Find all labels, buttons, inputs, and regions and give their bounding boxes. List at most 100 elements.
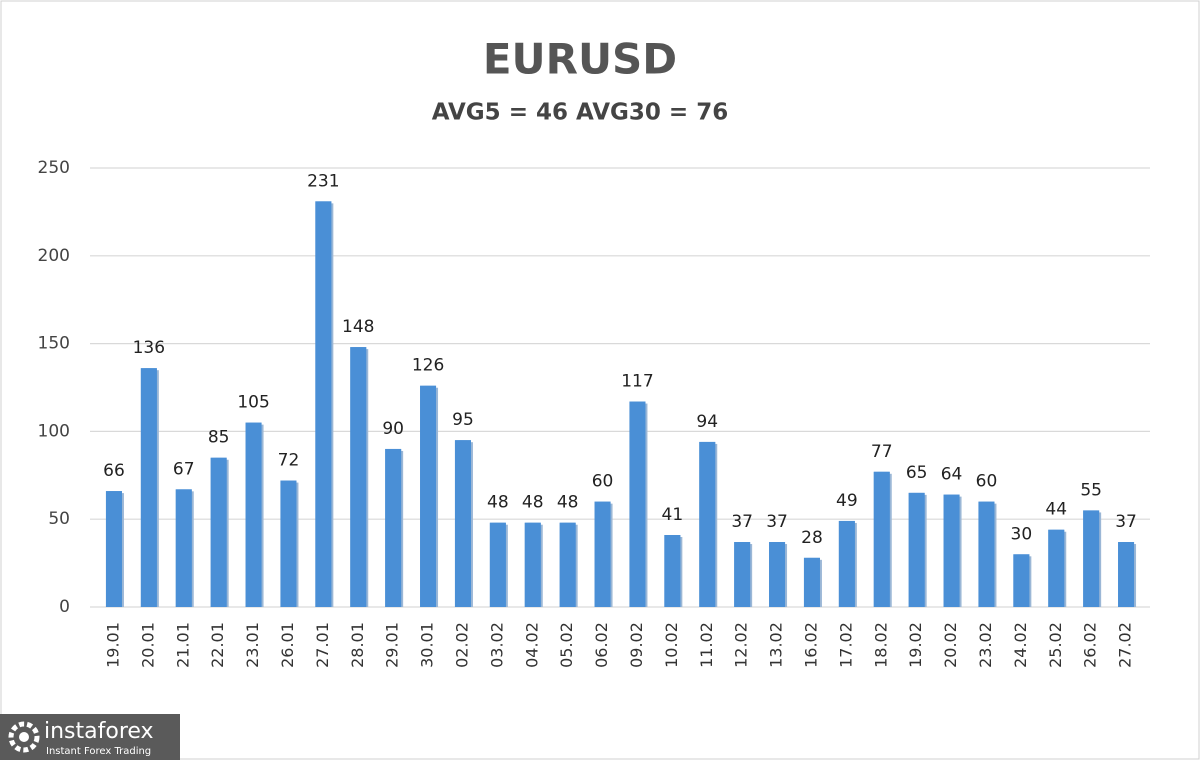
data-label: 72 [278,451,300,471]
x-tick-label: 04.02 [522,622,541,668]
bar [978,501,995,607]
y-tick-label: 150 [38,334,70,354]
data-label: 105 [237,393,269,413]
data-label: 85 [208,428,230,448]
x-tick-label: 29.01 [383,622,402,668]
y-tick-label: 200 [38,246,70,266]
x-tick-label: 26.02 [1081,622,1100,668]
data-label: 90 [382,419,404,439]
data-label: 64 [941,465,963,485]
bar [838,520,855,607]
bar [559,522,576,607]
data-label: 136 [133,338,165,358]
x-tick-label: 19.01 [103,622,122,668]
x-tick-label: 05.02 [557,622,576,668]
data-label: 126 [412,356,444,376]
x-tick-label: 20.01 [138,622,157,668]
x-tick-label: 03.02 [487,622,506,668]
x-tick-label: 26.01 [278,622,297,668]
bar [803,557,820,607]
data-label: 37 [731,512,753,532]
x-tick-label: 12.02 [732,622,751,668]
bar [734,542,751,607]
data-label: 55 [1080,480,1102,500]
logo: instaforex Instant Forex Trading [0,714,180,760]
chart-title: EURUSD [483,35,677,84]
x-tick-label: 24.02 [1011,622,1030,668]
data-label: 66 [103,461,125,481]
x-tick-label: 25.02 [1046,622,1065,668]
x-tick-label: 09.02 [627,622,646,668]
bar [1118,542,1135,607]
data-label: 95 [452,410,474,430]
logo-tagline: Instant Forex Trading [46,746,151,757]
data-label: 49 [836,491,858,511]
bar [385,448,402,607]
x-tick-label: 18.02 [871,622,890,668]
data-label: 77 [871,442,893,462]
x-tick-label: 30.01 [418,622,437,668]
y-tick-label: 0 [59,597,70,617]
bar [873,471,890,607]
bar [699,441,716,607]
bar [1013,554,1030,607]
x-tick-label: 06.02 [592,622,611,668]
bar [943,494,960,607]
data-label: 148 [342,317,374,337]
bar [315,201,332,607]
x-tick-label: 23.01 [243,622,262,668]
data-label: 94 [696,412,718,432]
x-tick-label: 28.01 [348,622,367,668]
bar [524,522,541,607]
logo-icon [8,721,40,753]
data-label: 231 [307,171,339,191]
data-label: 37 [766,512,788,532]
x-tick-label: 10.02 [662,622,681,668]
x-tick-label: 17.02 [836,622,855,668]
bar [1048,529,1065,607]
x-tick-label: 27.02 [1116,622,1135,668]
data-label: 117 [621,372,653,392]
x-tick-label: 19.02 [906,622,925,668]
bar [1083,510,1100,607]
x-tick-label: 22.01 [208,622,227,668]
data-label: 44 [1045,500,1067,520]
x-tick-label: 27.01 [313,622,332,668]
x-tick-label: 13.02 [767,622,786,668]
bar [350,347,367,607]
data-label: 48 [557,493,579,513]
data-label: 41 [662,505,684,525]
logo-bg [0,714,180,760]
bar [175,489,192,607]
data-label: 37 [1115,512,1137,532]
logo-name: instaforex [44,719,154,744]
y-tick-label: 250 [38,158,70,178]
x-tick-label: 02.02 [452,622,471,668]
x-tick-label: 23.02 [976,622,995,668]
x-tick-label: 11.02 [697,622,716,668]
bar [454,440,471,607]
bar [664,535,681,607]
bar [769,542,786,607]
x-tick-label: 20.02 [941,622,960,668]
bar [140,368,157,607]
chart-subtitle: AVG5 = 46 AVG30 = 76 [432,100,728,126]
data-label: 48 [487,493,509,513]
bar [280,480,297,607]
data-label: 67 [173,459,195,479]
x-tick-label: 21.01 [173,622,192,668]
bar [105,491,122,607]
data-label: 60 [976,472,998,492]
data-label: 30 [1011,524,1033,544]
data-label: 65 [906,463,928,483]
bar [210,457,227,607]
data-label: 48 [522,493,544,513]
bar [594,501,611,607]
bar [908,492,925,607]
data-label: 60 [592,472,614,492]
bar [489,522,506,607]
y-tick-label: 50 [48,509,70,529]
bar [245,422,262,607]
